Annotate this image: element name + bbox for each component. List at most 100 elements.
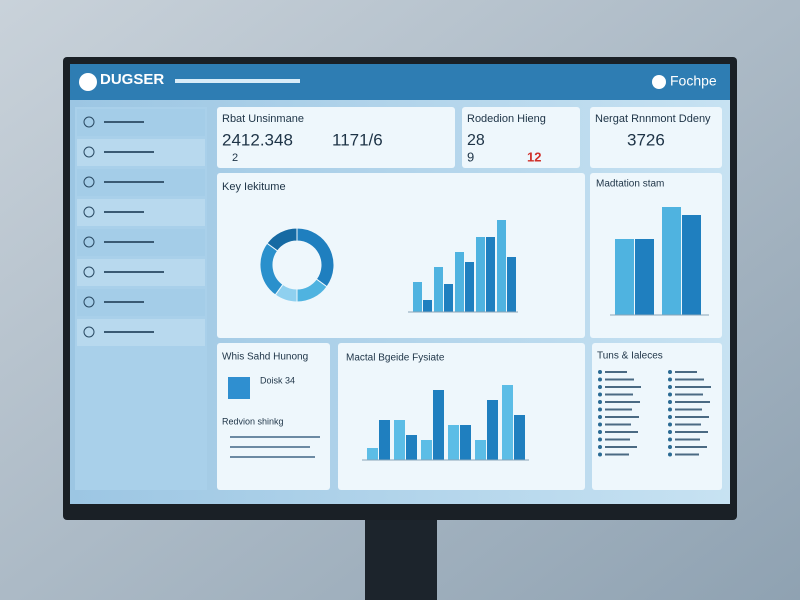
sidebar-label — [104, 241, 154, 243]
list-text — [675, 431, 708, 433]
bar — [635, 239, 654, 315]
bullet — [598, 370, 602, 374]
bar — [455, 252, 464, 312]
bar — [487, 400, 498, 460]
bar — [507, 257, 516, 312]
bullet — [598, 385, 602, 389]
logo — [79, 73, 97, 91]
list-text — [605, 431, 638, 433]
icon — [83, 116, 95, 128]
bullet — [598, 445, 602, 449]
donut-slice — [266, 227, 298, 252]
list-text — [605, 446, 637, 448]
sidebar-label — [104, 331, 154, 333]
label: Doisk 34 — [260, 375, 295, 385]
nav[interactable] — [175, 79, 300, 83]
list-text — [605, 393, 633, 396]
sidebar-label — [104, 271, 164, 273]
bar — [682, 215, 701, 315]
bar — [406, 435, 417, 460]
bar — [367, 448, 378, 460]
stat-value: 3726 — [627, 130, 665, 149]
bullet — [598, 377, 602, 382]
bar — [475, 440, 486, 460]
card-title: Key Iekitume — [222, 181, 286, 193]
bullet — [668, 437, 672, 442]
list-text — [605, 453, 629, 456]
stat-alert: 12 — [527, 149, 541, 164]
sidebar-label — [104, 151, 154, 153]
sidebar-items — [77, 109, 205, 346]
bar — [379, 420, 390, 460]
bullet — [598, 452, 602, 457]
header — [70, 64, 730, 100]
stat-value: 9 — [467, 149, 474, 164]
card-title: Whis Sahd Hunong — [222, 352, 308, 363]
list-text — [605, 371, 627, 373]
stat-sub: 2 — [232, 152, 238, 164]
bullet — [668, 370, 672, 374]
list-text — [605, 378, 634, 381]
list-text — [605, 416, 639, 418]
icon — [83, 266, 95, 278]
list-text — [675, 408, 702, 411]
list — [598, 370, 711, 457]
list-text — [675, 446, 707, 448]
bullet — [668, 445, 672, 449]
bullet — [598, 400, 602, 404]
stat-title: Nergat Rnnmont Ddeny — [595, 113, 711, 125]
bullet — [598, 407, 602, 412]
bar — [423, 300, 432, 312]
list-text — [675, 386, 711, 388]
bar — [448, 425, 459, 460]
stat-value: 2412.348 — [222, 130, 293, 149]
stat-title: Rodedion Hieng — [467, 113, 546, 125]
bar — [460, 425, 471, 460]
list-text — [675, 423, 701, 426]
list-text — [605, 423, 631, 426]
bar — [434, 267, 443, 312]
bullet — [598, 422, 602, 427]
sidebar-label — [104, 121, 144, 123]
sidebar-label — [104, 211, 144, 213]
list-text — [605, 386, 641, 388]
list-text — [675, 371, 697, 373]
stat-title: Rbat Unsinmane — [222, 113, 304, 125]
bar — [486, 237, 495, 312]
bullet — [598, 430, 602, 434]
list-text — [675, 438, 700, 441]
list-text — [675, 416, 709, 418]
user: Fochpe — [670, 73, 717, 89]
list-text — [675, 453, 699, 456]
bar — [514, 415, 525, 460]
card-title: Madtation stam — [596, 179, 664, 190]
list-text — [675, 378, 704, 381]
list-text — [675, 393, 703, 396]
label: Redvion shinkg — [222, 416, 284, 426]
bullet — [668, 377, 672, 382]
bar — [421, 440, 432, 460]
sidebar-label — [104, 301, 144, 303]
bullet — [668, 422, 672, 427]
icon — [83, 326, 95, 338]
icon — [83, 206, 95, 218]
icon — [83, 236, 95, 248]
bar — [433, 390, 444, 460]
icon — [83, 296, 95, 308]
bullet — [668, 400, 672, 404]
icon — [83, 146, 95, 158]
user-icon[interactable] — [652, 75, 666, 89]
bullet — [668, 415, 672, 419]
bar — [413, 282, 422, 312]
bullet — [668, 452, 672, 457]
stat-value: 1171/6 — [332, 130, 383, 149]
stand — [365, 515, 437, 600]
bullet — [598, 437, 602, 442]
card-title: Tuns & Ialeces — [597, 351, 663, 362]
bar — [444, 284, 453, 312]
bar — [476, 237, 485, 312]
bar — [497, 220, 506, 312]
list-text — [605, 401, 640, 403]
bullet — [598, 415, 602, 419]
